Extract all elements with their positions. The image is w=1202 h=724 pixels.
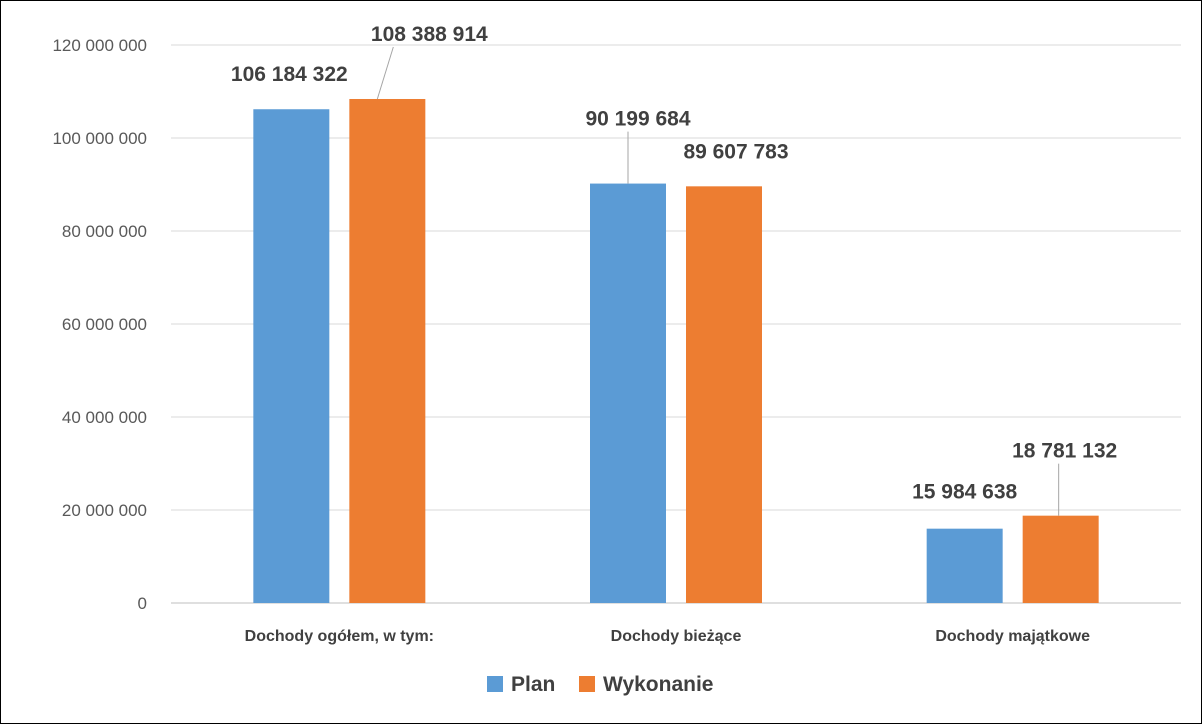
y-axis-ticks: 0 20 000 000 40 000 000 60 000 000 80 000 00… [52,36,147,613]
y-tick-label: 40 000 000 [62,408,147,427]
legend-label: Wykonanie [603,673,713,696]
legend-swatch-plan [487,676,503,692]
legend-label: Plan [511,673,555,696]
leader-line [376,46,394,100]
category-label: Dochody bieżące [611,628,742,645]
bar-plan [590,183,666,603]
bar-plan [926,528,1003,603]
leader-lines [376,46,1060,516]
data-label: 106 184 322 [231,63,348,86]
y-tick-label: 20 000 000 [62,501,147,520]
bar-wykonanie [686,186,762,604]
data-label: 90 199 684 [585,108,690,131]
bars [253,98,1099,604]
y-tick-label: 0 [138,594,147,613]
legend: Plan Wykonanie [487,673,713,696]
category-label: Dochody ogółem, w tym: [245,628,434,645]
category-label: Dochody majątkowe [935,628,1090,645]
bar-wykonanie [1022,515,1099,603]
x-axis-categories: Dochody ogółem, w tym: Dochody bieżące Doc… [245,628,1090,645]
legend-swatch-wykonanie [579,676,595,692]
bar-wykonanie [349,98,426,603]
y-tick-label: 100 000 000 [52,129,147,148]
bar-plan [253,109,330,603]
y-tick-label: 120 000 000 [52,36,147,55]
y-tick-label: 80 000 000 [62,222,147,241]
y-tick-label: 60 000 000 [62,315,147,334]
data-labels: 106 184 322 108 388 914 90 199 684 89 607 7… [231,23,1117,504]
data-label: 108 388 914 [371,23,488,46]
data-label: 18 781 132 [1012,440,1117,463]
data-label: 15 984 638 [912,481,1017,504]
gridlines [171,44,1181,604]
data-label: 89 607 783 [683,140,788,163]
